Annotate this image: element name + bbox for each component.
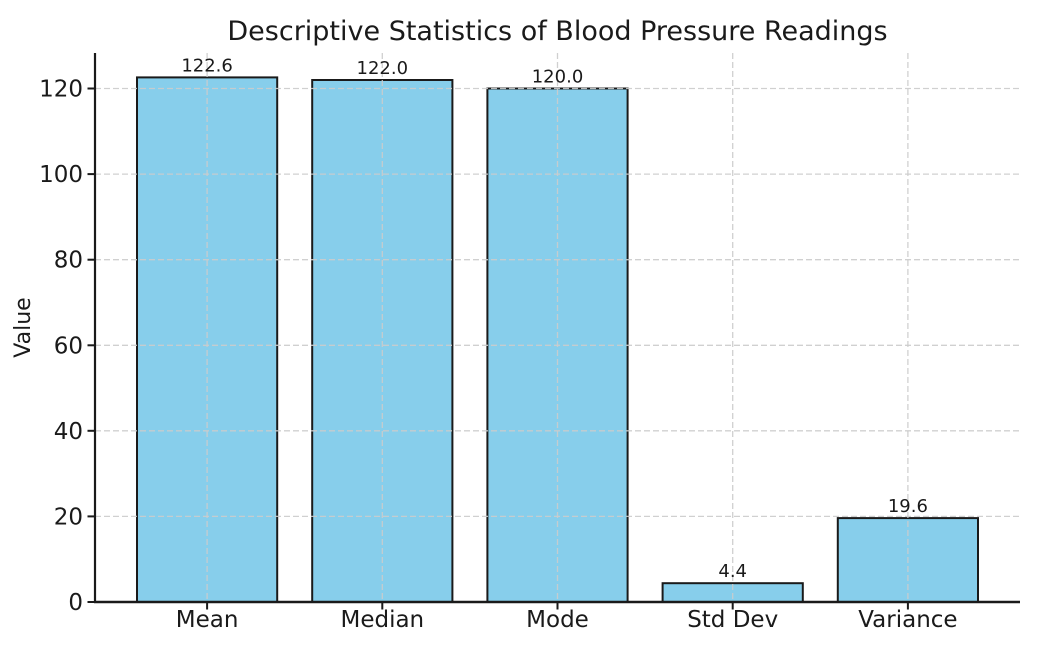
y-tick-label-20: 20 [54,504,83,530]
y-tick-label-0: 0 [68,590,83,616]
x-tick-label-std-dev: Std Dev [687,607,778,633]
y-tick-label-120: 120 [39,77,83,103]
labels-layer: 0 20 40 60 80 100 120 Mean Median Mode Std Dev Vari… [39,55,957,633]
y-tick-label-40: 40 [54,419,83,445]
bar-value-label-variance: 19.6 [888,496,928,517]
y-axis-label: Value [11,297,36,357]
bar-value-label-median: 122.0 [357,58,409,79]
axes-layer [87,53,1020,610]
y-tick-label-100: 100 [39,162,83,188]
y-tick-label-60: 60 [54,333,83,359]
bar-value-label-mode: 120.0 [532,67,584,88]
grid-layer [95,53,1020,602]
x-tick-label-variance: Variance [858,607,957,633]
bar-value-label-std-dev: 4.4 [718,561,747,582]
x-tick-label-mode: Mode [526,607,589,633]
y-tick-label-80: 80 [54,248,83,274]
x-tick-label-median: Median [340,607,424,633]
chart-title: Descriptive Statistics of Blood Pressure… [227,16,887,47]
x-tick-label-mean: Mean [176,607,239,633]
bar-value-label-mean: 122.6 [181,55,233,76]
